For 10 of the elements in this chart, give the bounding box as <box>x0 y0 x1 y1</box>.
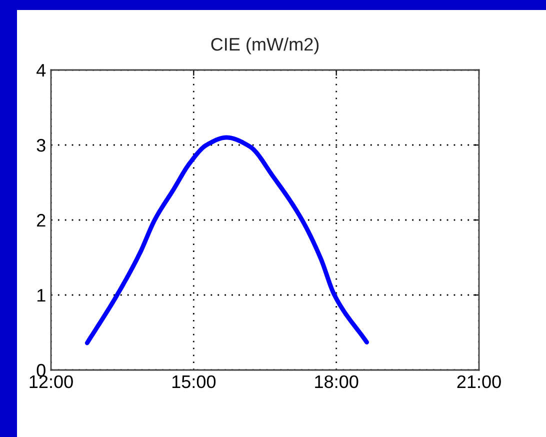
y-tick-label: 0 <box>36 364 46 377</box>
x-tick-label: 21:00 <box>457 375 501 388</box>
x-tick-label: 15:00 <box>172 375 216 388</box>
x-tick-label: 12:00 <box>30 375 73 388</box>
x-tick-label: 18:00 <box>315 375 358 388</box>
y-tick-label: 3 <box>36 138 46 152</box>
y-tick-label: 2 <box>37 214 46 227</box>
chart-title: CIE (mW/m2) <box>211 37 319 54</box>
y-tick-label: 4 <box>36 64 46 77</box>
y-tick-label: 1 <box>37 289 46 302</box>
